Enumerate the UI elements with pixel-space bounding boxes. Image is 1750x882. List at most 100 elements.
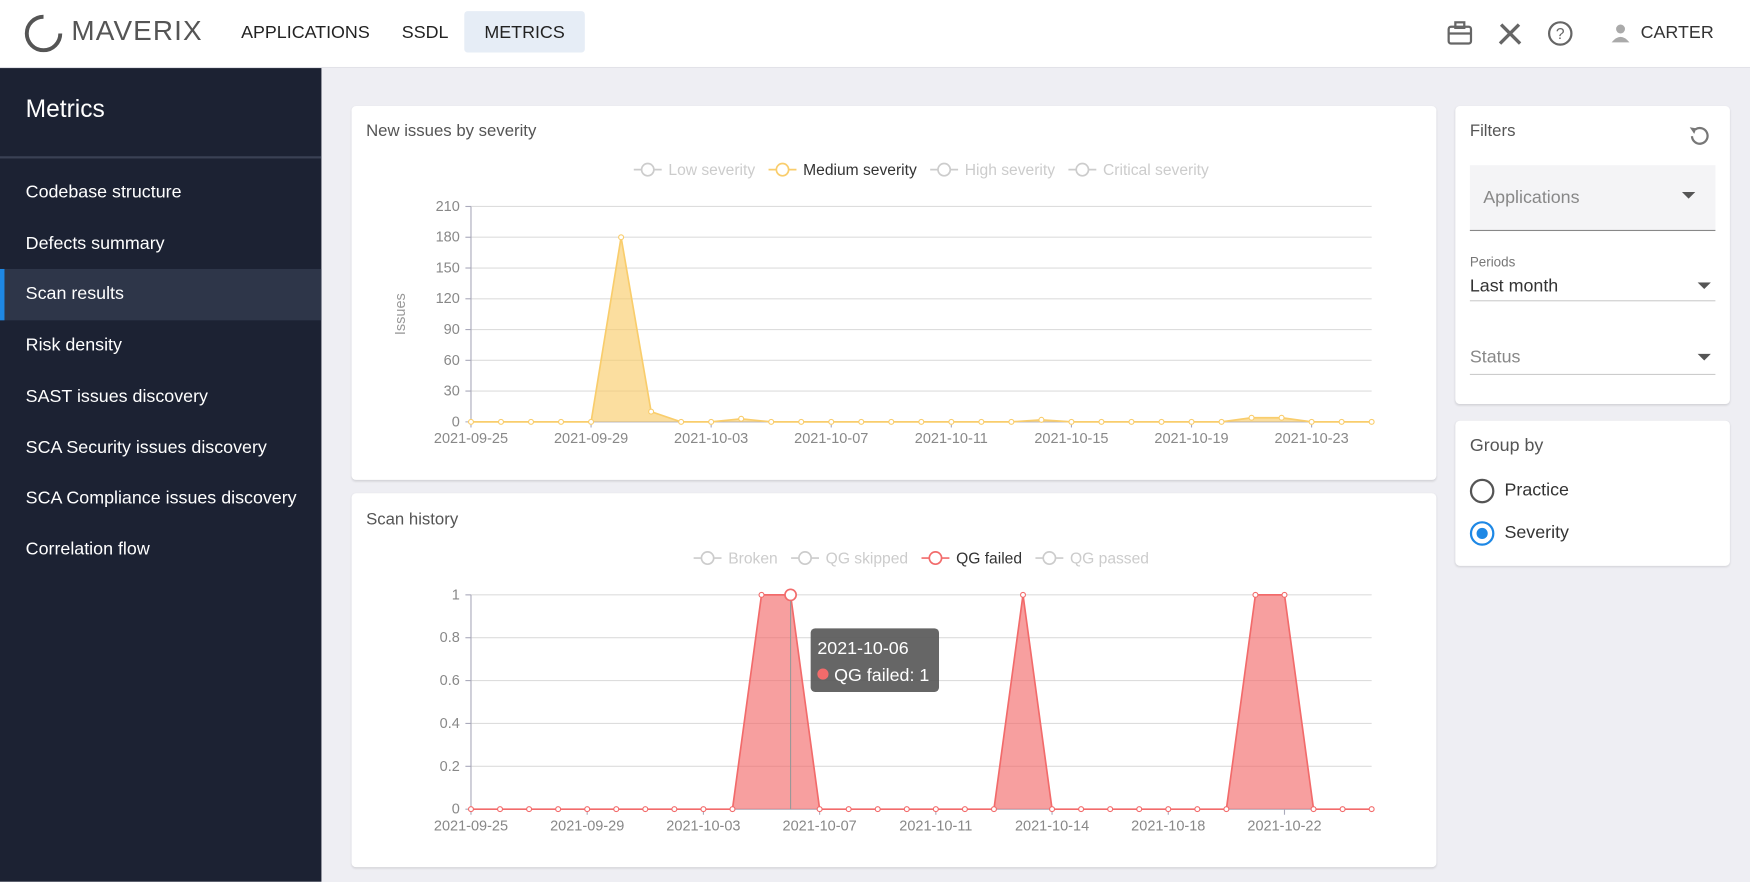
point [1107,806,1114,813]
user-icon [1611,24,1630,43]
legend: Broken QG skipped QG failed QG passed [693,551,1149,568]
select-placeholder: Applications [1483,188,1580,208]
point [828,418,835,425]
briefcase-icon[interactable] [1446,20,1473,47]
legend-label: QG failed [956,551,1022,568]
legend-symbol [700,551,715,566]
y-tick-label: 0 [452,802,460,818]
y-tick-label: 0 [452,414,460,430]
x-tick-label: 2021-10-07 [783,818,857,834]
x-tick-label: 2021-10-07 [794,431,868,447]
line [470,594,1372,810]
area [470,594,1372,810]
point [1368,806,1375,813]
sidebar-item[interactable]: Defects summary [25,234,165,253]
y-tick-label: 0.8 [440,630,460,646]
sidebar-item[interactable]: SCA Compliance issues discovery [25,489,297,509]
help-icon[interactable]: ? [1547,20,1574,47]
logo-text: MAVERIX [71,15,203,47]
nav-item[interactable]: SSDL [401,23,449,43]
sidebar-item[interactable]: SCA Security issues discovery [25,438,267,458]
sidebar-item[interactable]: Risk density [25,336,122,356]
x-tick-label: 2021-10-18 [1131,818,1205,834]
point [555,806,562,813]
x-tick-label: 2021-10-03 [674,431,748,447]
reset-icon[interactable] [1686,123,1713,150]
point [648,408,655,415]
point [1308,418,1315,425]
chart-title: New issues by severity [366,121,537,141]
nav-item[interactable]: METRICS [464,11,585,53]
header: MAVERIX APPLICATIONS SSDL METRICS ? CART… [0,0,1750,69]
legend-label: QG passed [1070,551,1149,568]
point [1158,418,1165,425]
sidebar-item[interactable]: SAST issues discovery [25,387,208,407]
point [948,418,955,425]
radio-label: Practice [1504,481,1569,500]
legend-symbol [640,162,655,177]
y-tick-label: 210 [436,199,460,215]
point [1008,418,1015,425]
hover-point [784,588,797,602]
x-tick-label: 2021-10-19 [1154,431,1228,447]
nav-item[interactable]: APPLICATIONS [241,23,370,43]
sidebar-item[interactable]: Codebase structure [25,183,182,203]
periods-select[interactable]: Last month [1469,273,1716,302]
y-tick-label: 60 [444,353,460,369]
group-by-card: Group by Practice Severity [1455,420,1730,566]
legend-symbol [775,162,790,177]
point [671,806,678,813]
status-select[interactable]: Status [1469,345,1716,375]
sidebar-item[interactable]: Scan results [0,269,322,321]
point [588,418,595,425]
legend-label: Low severity [668,162,755,179]
legend-symbol [1042,551,1057,566]
x-tick-label: 2021-10-11 [899,818,972,834]
point [903,806,910,813]
radio-button[interactable] [1469,521,1495,546]
point [1248,414,1255,421]
point [858,418,865,425]
x-tick-label: 2021-10-11 [915,431,988,447]
legend: Low severity Medium severity High severity… [633,162,1209,179]
select-value: Last month [1469,276,1559,296]
legend-label: Medium severity [803,162,917,179]
sidebar-item[interactable]: Correlation flow [25,540,150,560]
legend-label: High severity [965,162,1055,179]
point [874,806,881,813]
point [1194,806,1201,813]
point [1128,418,1135,425]
chart: 0 0.2 0.4 0.6 0.8 1 2021-09-25 2021-09-29 2021-1… [434,551,1375,834]
user-name[interactable]: CARTER [1640,23,1714,43]
point [1078,806,1085,813]
x-tick-label: 2021-09-25 [434,431,508,447]
point [978,418,985,425]
y-tick-label: 1 [452,587,460,603]
x-tick-label: 2021-10-03 [666,818,740,834]
x-tick-label: 2021-09-29 [554,431,628,447]
point [1278,414,1285,421]
radio-button[interactable] [1469,478,1495,504]
applications-select[interactable]: Applications [1469,165,1716,232]
tools-icon[interactable] [1497,20,1524,47]
point [1339,806,1346,813]
point [558,418,565,425]
point [918,418,925,425]
point [1068,418,1075,425]
point [467,418,474,425]
point [1136,806,1143,813]
y-tick-label: 120 [436,291,460,307]
legend-symbol [1075,162,1090,177]
point [1038,416,1045,423]
svg-text:?: ? [1556,26,1565,43]
tooltip-title: 2021-10-06 [817,638,908,658]
point [467,806,474,813]
point [526,806,533,813]
y-tick-label: 180 [436,230,460,246]
point [729,806,736,813]
chart-card: New issues by severity 0 30 60 90 120 150 180 2… [351,106,1437,480]
x-tick-label: 2021-09-29 [550,818,624,834]
point [497,418,505,425]
